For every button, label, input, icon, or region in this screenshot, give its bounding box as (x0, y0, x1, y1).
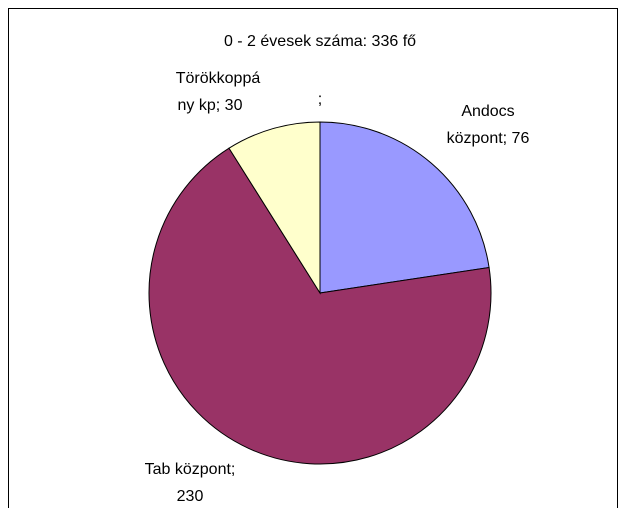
data-label: Tab központ; (145, 461, 236, 478)
data-label: 230 (177, 488, 204, 505)
pie-slice (148, 147, 492, 465)
data-label: ; (318, 91, 322, 108)
data-label: Andocs (461, 103, 514, 120)
data-label: központ; 76 (447, 130, 530, 147)
pie-slice (319, 121, 490, 294)
data-label: ny kp; 30 (178, 97, 243, 114)
data-label: Törökkoppá (176, 70, 261, 87)
pie-slice (228, 121, 321, 295)
chart-title: 0 - 2 évesek száma: 336 fő (224, 33, 416, 50)
